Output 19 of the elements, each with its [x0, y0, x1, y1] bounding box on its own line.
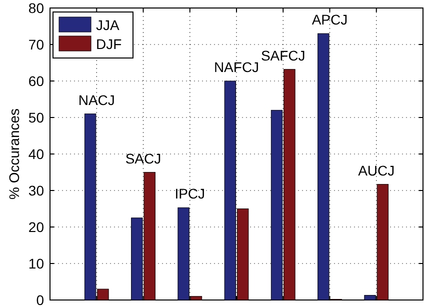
y-tick-label: 0	[36, 292, 44, 307]
annotation: SACJ	[125, 150, 162, 166]
y-tick-label: 70	[28, 36, 44, 52]
y-tick-label: 30	[28, 182, 44, 198]
y-tick-label: 10	[28, 255, 44, 272]
annotation: IPCJ	[174, 186, 206, 202]
y-tick-label: 20	[28, 218, 44, 235]
annotation: NAFCJ	[214, 59, 260, 75]
legend-label: JJA	[96, 16, 120, 33]
y-tick-label: 50	[28, 109, 44, 126]
annotation: SAFCJ	[260, 47, 306, 64]
y-tick-label: 40	[28, 146, 44, 162]
y-tick-label: 80	[28, 0, 44, 16]
annotation: NACJ	[78, 92, 115, 108]
y-axis-title: % Occurances	[6, 108, 22, 200]
legend-label: DJF	[96, 36, 122, 52]
annotation: APCJ	[312, 12, 348, 28]
annotation: AUCJ	[358, 162, 395, 178]
y-tick-label: 60	[28, 72, 44, 89]
